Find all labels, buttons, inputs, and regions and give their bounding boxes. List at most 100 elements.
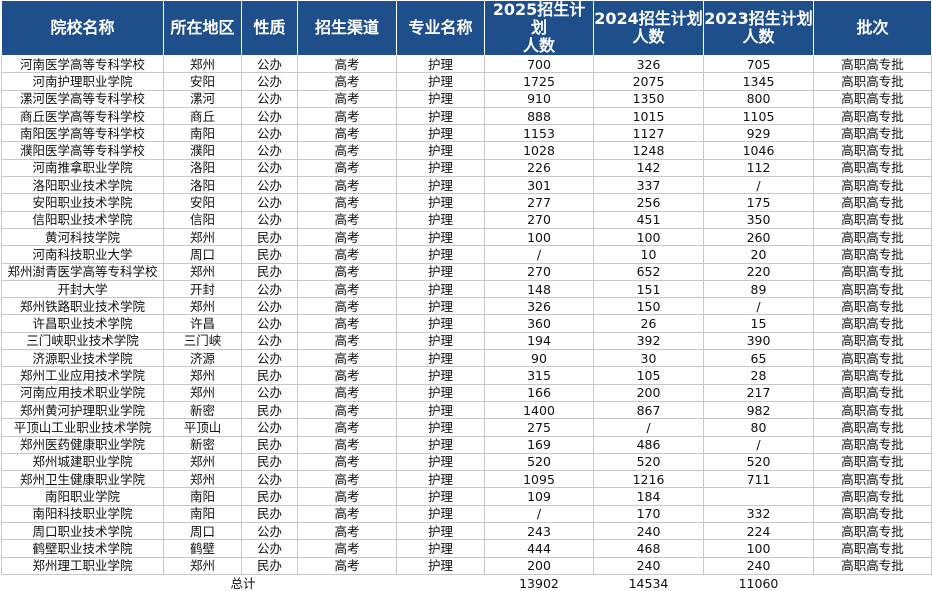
table-cell: 高职高专批 xyxy=(814,211,932,228)
table-cell: 高考 xyxy=(298,142,397,159)
table-cell: 高考 xyxy=(298,56,397,73)
table-cell: 漯河 xyxy=(164,90,242,107)
table-cell: 公办 xyxy=(242,90,298,107)
table-cell: / xyxy=(704,436,814,453)
table-cell: 济源职业技术学院 xyxy=(2,350,164,367)
table-cell: 护理 xyxy=(397,280,485,297)
table-cell: 公办 xyxy=(242,125,298,142)
total-label: 总计 xyxy=(2,574,485,591)
table-cell: 112 xyxy=(704,159,814,176)
table-cell: 郑州 xyxy=(164,228,242,245)
table-cell: 商丘 xyxy=(164,107,242,124)
table-cell: 高考 xyxy=(298,384,397,401)
table-cell: 洛阳 xyxy=(164,177,242,194)
total-empty xyxy=(814,574,932,591)
table-cell: 1350 xyxy=(594,90,704,107)
header-cell: 2023招生计划 人数 xyxy=(704,1,814,56)
table-cell: 护理 xyxy=(397,228,485,245)
table-cell: 公办 xyxy=(242,159,298,176)
table-cell: 89 xyxy=(704,280,814,297)
table-cell: 高考 xyxy=(298,246,397,263)
total-value: 11060 xyxy=(704,574,814,591)
table-cell: 濮阳 xyxy=(164,142,242,159)
table-cell: 65 xyxy=(704,350,814,367)
table-cell: 392 xyxy=(594,332,704,349)
table-cell: 高职高专批 xyxy=(814,401,932,418)
table-cell: 南阳科技职业学院 xyxy=(2,505,164,522)
table-cell: 444 xyxy=(485,540,594,557)
table-cell: 高考 xyxy=(298,453,397,470)
table-cell: 1015 xyxy=(594,107,704,124)
table-cell: 800 xyxy=(704,90,814,107)
table-cell: 326 xyxy=(594,56,704,73)
table-cell: 240 xyxy=(704,557,814,574)
table-cell: 民办 xyxy=(242,401,298,418)
table-cell: 护理 xyxy=(397,471,485,488)
table-cell: 28 xyxy=(704,367,814,384)
table-cell: 高职高专批 xyxy=(814,540,932,557)
table-cell: 郑州 xyxy=(164,471,242,488)
table-cell: 220 xyxy=(704,263,814,280)
table-cell: 高职高专批 xyxy=(814,263,932,280)
table-cell: 公办 xyxy=(242,523,298,540)
table-cell: 河南推拿职业学院 xyxy=(2,159,164,176)
table-cell: 高职高专批 xyxy=(814,142,932,159)
table-cell: 护理 xyxy=(397,540,485,557)
table-cell: 1095 xyxy=(485,471,594,488)
table-cell: 277 xyxy=(485,194,594,211)
table-cell: 公办 xyxy=(242,73,298,90)
table-cell: 高职高专批 xyxy=(814,350,932,367)
header-cell: 性质 xyxy=(242,1,298,56)
table-cell: 南阳 xyxy=(164,125,242,142)
table-cell: 三门峡 xyxy=(164,332,242,349)
table-cell: 护理 xyxy=(397,298,485,315)
table-cell: / xyxy=(485,505,594,522)
table-cell: 高职高专批 xyxy=(814,90,932,107)
table-cell: 270 xyxy=(485,263,594,280)
table-cell: 20 xyxy=(704,246,814,263)
table-cell: 高职高专批 xyxy=(814,73,932,90)
table-cell: 高职高专批 xyxy=(814,367,932,384)
table-cell: 护理 xyxy=(397,419,485,436)
table-cell: 高职高专批 xyxy=(814,159,932,176)
table-cell: 高职高专批 xyxy=(814,471,932,488)
table-cell: 公办 xyxy=(242,280,298,297)
table-cell: 公办 xyxy=(242,211,298,228)
table-cell: 1046 xyxy=(704,142,814,159)
table-cell: 护理 xyxy=(397,436,485,453)
table-cell: 520 xyxy=(485,453,594,470)
table-cell: 高考 xyxy=(298,228,397,245)
table-cell: 150 xyxy=(594,298,704,315)
table-cell: 910 xyxy=(485,90,594,107)
table-cell: 洛阳 xyxy=(164,159,242,176)
table-cell: 南阳职业学院 xyxy=(2,488,164,505)
table-cell xyxy=(704,488,814,505)
table-cell: 河南医学高等专科学校 xyxy=(2,56,164,73)
table-cell: 151 xyxy=(594,280,704,297)
table-cell: 郑州 xyxy=(164,557,242,574)
table-cell: 高考 xyxy=(298,159,397,176)
table-cell: 高职高专批 xyxy=(814,505,932,522)
table-cell: 390 xyxy=(704,332,814,349)
table-cell: 高考 xyxy=(298,557,397,574)
table-cell: 360 xyxy=(485,315,594,332)
table-cell: 高考 xyxy=(298,350,397,367)
table-cell: 郑州理工职业学院 xyxy=(2,557,164,574)
table-cell: 三门峡职业技术学院 xyxy=(2,332,164,349)
table-cell: 高考 xyxy=(298,298,397,315)
header-cell: 招生渠道 xyxy=(298,1,397,56)
